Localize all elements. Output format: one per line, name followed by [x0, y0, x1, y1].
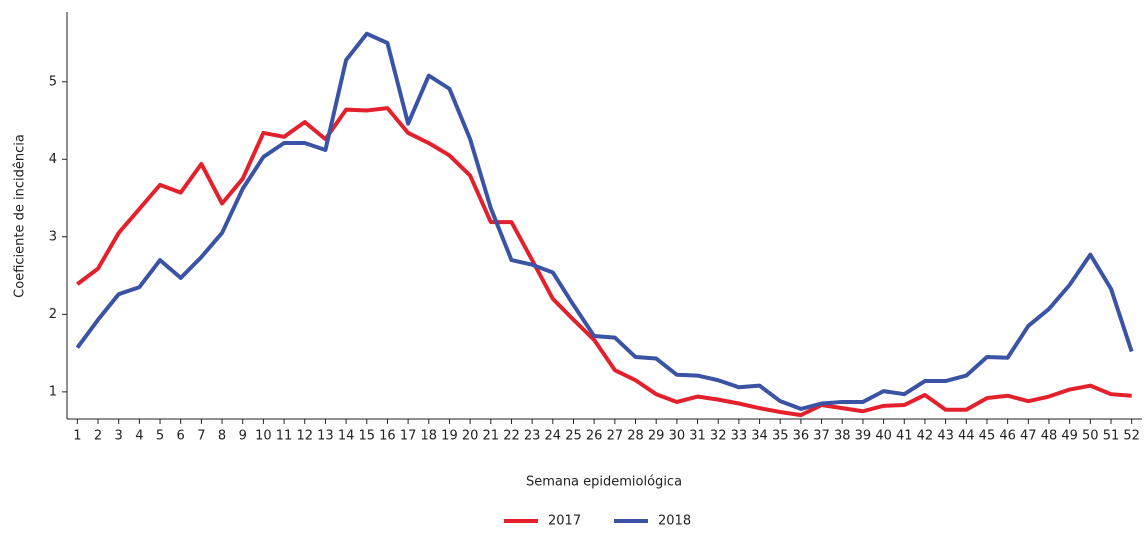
x-tick-label: 51: [1103, 429, 1120, 444]
x-tick-label: 3: [115, 429, 123, 444]
x-tick-label: 42: [917, 429, 934, 444]
x-tick-label: 44: [958, 429, 975, 444]
x-tick-label: 21: [483, 429, 500, 444]
x-tick-label: 5: [156, 429, 164, 444]
y-tick-label: 1: [49, 384, 57, 399]
x-tick-label: 49: [1061, 429, 1078, 444]
x-tick-label: 46: [999, 429, 1016, 444]
x-tick-label: 52: [1123, 429, 1140, 444]
legend-label: 2018: [658, 514, 691, 529]
x-tick-label: 13: [317, 429, 334, 444]
x-tick-label: 40: [875, 429, 892, 444]
x-tick-label: 9: [239, 429, 247, 444]
x-tick-label: 22: [503, 429, 520, 444]
x-axis-label: Semana epidemiológica: [526, 475, 682, 490]
x-tick-label: 2: [94, 429, 102, 444]
x-tick-label: 30: [669, 429, 686, 444]
x-tick-label: 17: [400, 429, 417, 444]
x-tick-label: 35: [772, 429, 789, 444]
x-tick-label: 19: [441, 429, 458, 444]
y-tick-label: 3: [49, 229, 57, 244]
x-tick-label: 8: [218, 429, 226, 444]
x-tick-label: 11: [276, 429, 293, 444]
x-tick-label: 36: [793, 429, 810, 444]
legend-label: 2017: [548, 514, 581, 529]
x-tick-label: 10: [255, 429, 272, 444]
x-tick-label: 15: [358, 429, 375, 444]
x-tick-label: 14: [338, 429, 355, 444]
x-tick-label: 24: [545, 429, 562, 444]
line-series: [76, 106, 1132, 418]
y-tick-label: 4: [49, 152, 57, 167]
y-axis-label: Coeficiente de incidência: [13, 134, 28, 298]
x-tick-label: 41: [896, 429, 913, 444]
x-tick-label: 18: [421, 429, 438, 444]
x-tick-label: 6: [177, 429, 185, 444]
x-tick-label: 31: [689, 429, 706, 444]
x-tick-label: 50: [1082, 429, 1099, 444]
x-tick-label: 23: [524, 429, 541, 444]
y-tick-label: 5: [49, 74, 57, 89]
y-tick-label: 2: [49, 307, 57, 322]
x-tick-label: 12: [296, 429, 313, 444]
x-tick-label: 4: [135, 429, 143, 444]
x-tick-label: 39: [855, 429, 872, 444]
x-tick-label: 43: [937, 429, 954, 444]
x-tick-label: 26: [586, 429, 603, 444]
line-series: [75, 31, 1134, 411]
x-tick-label: 38: [834, 429, 851, 444]
x-tick-label: 20: [462, 429, 479, 444]
x-tick-label: 29: [648, 429, 665, 444]
x-tick-label: 48: [1041, 429, 1058, 444]
x-tick-label: 28: [627, 429, 644, 444]
x-tick-label: 47: [1020, 429, 1037, 444]
x-tick-label: 16: [379, 429, 396, 444]
x-tick-label: 25: [565, 429, 582, 444]
x-tick-label: 33: [731, 429, 748, 444]
x-tick-label: 45: [979, 429, 996, 444]
x-tick-label: 37: [813, 429, 830, 444]
x-tick-label: 27: [607, 429, 624, 444]
x-tick-label: 7: [197, 429, 205, 444]
x-tick-label: 34: [751, 429, 768, 444]
x-tick-label: 32: [710, 429, 727, 444]
x-tick-label: 1: [73, 429, 81, 444]
